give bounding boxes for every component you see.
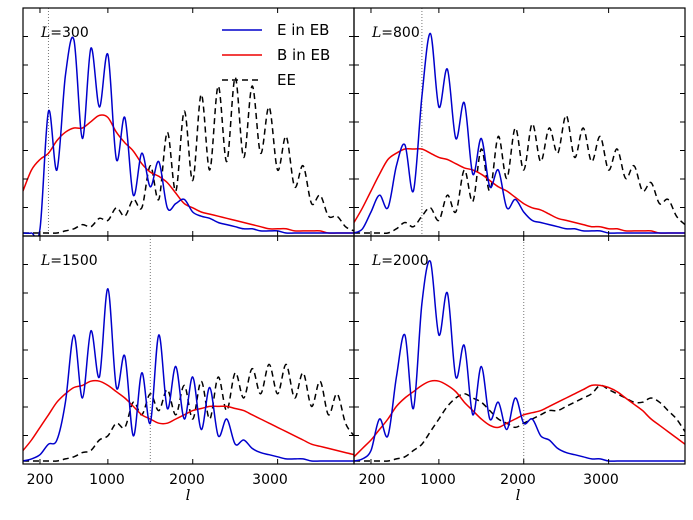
series-line-e — [23, 36, 354, 236]
panel-label-symbol: L — [40, 25, 50, 41]
panel-L800: L=800 — [353, 7, 686, 237]
panel-L2000: L=2000 — [353, 235, 686, 465]
x-tick-label-right-200: 200 — [359, 472, 386, 488]
series-line-e — [354, 260, 685, 462]
panel-label-value: =800 — [381, 25, 419, 41]
x-tick-label-left-1000: 1000 — [89, 472, 125, 488]
x-tick-label-right-2000: 2000 — [500, 472, 536, 488]
series-line-e — [354, 32, 685, 234]
legend: E in EB B in EB EE — [222, 21, 330, 89]
series-line-b — [354, 379, 685, 458]
panel-frame — [353, 235, 686, 465]
series-line-ee — [354, 384, 685, 462]
x-tick-label-left-200: 200 — [27, 472, 54, 488]
x-tick-label-right-3000: 3000 — [583, 472, 619, 488]
panel-label: L=300 — [40, 25, 89, 41]
panel-label: L=800 — [371, 25, 420, 41]
panel-label-symbol: L — [371, 253, 381, 269]
x-tick-labels: 200 1000 2000 3000 200 1000 2000 3000 — [27, 472, 619, 488]
series-line-ee — [23, 76, 354, 234]
panel-label-value: =1500 — [50, 253, 97, 269]
legend-label-ee: EE — [277, 71, 296, 89]
panel-label: L=2000 — [371, 253, 429, 269]
panel-frame — [22, 7, 355, 237]
series-line-e — [23, 288, 354, 462]
panel-frame — [22, 235, 355, 465]
series-line-b — [23, 379, 354, 456]
panel-label-symbol: L — [40, 253, 50, 269]
panel-label-value: =300 — [50, 25, 88, 41]
panel-label-symbol: L — [371, 25, 381, 41]
legend-label-e: E in EB — [277, 21, 329, 39]
x-axis-label-left: l — [186, 486, 191, 504]
panel-label: L=1500 — [40, 253, 98, 269]
legend-label-b: B in EB — [277, 46, 330, 64]
series-line-ee — [354, 114, 685, 235]
x-tick-label-left-3000: 3000 — [252, 472, 288, 488]
series-line-b — [354, 147, 685, 234]
x-tick-label-right-1000: 1000 — [420, 472, 456, 488]
panel-frame — [353, 7, 686, 237]
x-axis-label-right: l — [516, 486, 521, 504]
panel-L1500: L=1500 — [22, 235, 355, 465]
x-tick-label-left-2000: 2000 — [169, 472, 205, 488]
series-line-b — [23, 114, 354, 234]
panel-label-value: =2000 — [381, 253, 428, 269]
panel-L300: L=300 — [22, 7, 355, 237]
